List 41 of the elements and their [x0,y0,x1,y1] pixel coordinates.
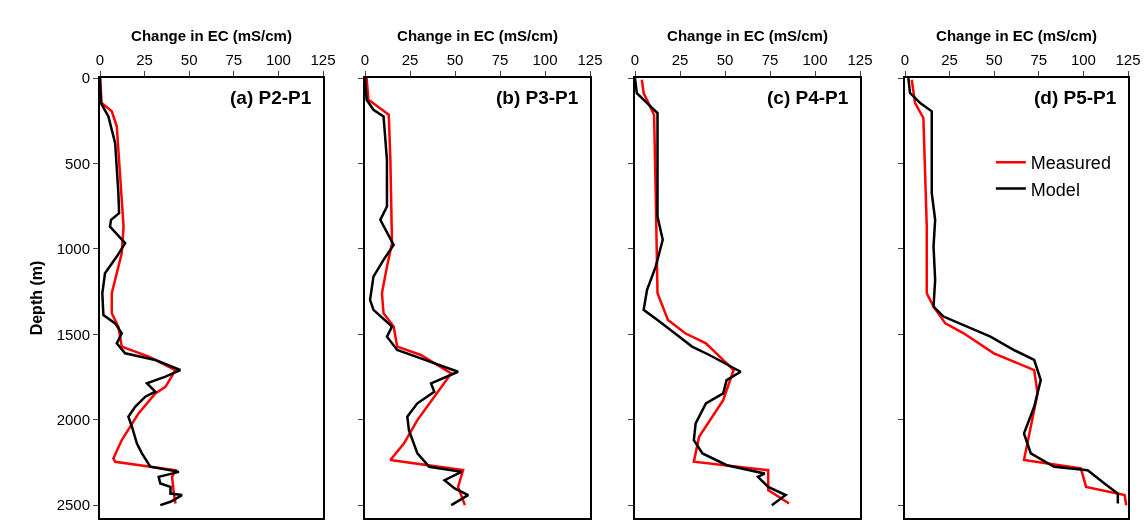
y-tick-label: 1000 [56,240,90,258]
x-tick-label: 75 [491,51,509,68]
x-tick-label: 0 [360,51,370,68]
annotation: (d) P5-P1 [1034,87,1117,108]
x-tick-label: 50 [180,51,198,68]
x-tick-label: 100 [532,51,558,68]
x-tick-label: 0 [95,51,105,68]
y-tick-label: 2500 [56,496,90,514]
x-axis-title: Change in EC (mS/cm) [397,26,558,44]
x-tick-label: 50 [716,51,734,68]
x-tick-label: 0 [900,51,910,68]
x-tick-label: 25 [136,51,153,68]
x-tick-label: 50 [985,51,1003,68]
x-tick-label: 50 [446,51,464,68]
x-tick-label: 125 [1115,51,1141,68]
x-tick-label: 0 [630,51,640,68]
x-tick-label: 125 [847,51,873,68]
y-axis-title: Depth (m) [28,260,46,336]
x-tick-label: 100 [265,51,291,68]
annotation: (c) P4-P1 [767,87,849,108]
x-tick-label: 75 [1030,51,1048,68]
legend-label: Model [1030,179,1080,200]
x-tick-label: 25 [401,51,419,68]
x-axis-title: Change in EC (mS/cm) [131,26,292,44]
x-axis-title: Change in EC (mS/cm) [936,26,1097,44]
x-tick-label: 100 [1070,51,1096,68]
y-tick-label: 0 [81,69,90,87]
x-tick-label: 100 [802,51,828,68]
annotation: (a) P2-P1 [230,87,312,108]
y-tick-label: 500 [64,154,90,172]
y-tick-label: 1500 [56,325,90,343]
x-tick-label: 25 [941,51,958,68]
x-tick-label: 75 [761,51,779,68]
x-tick-label: 125 [310,51,336,68]
legend-label: Measured [1030,153,1111,174]
x-tick-label: 25 [671,51,689,68]
x-axis-title: Change in EC (mS/cm) [667,26,828,44]
annotation: (b) P3-P1 [496,87,579,108]
x-tick-label: 75 [225,51,243,68]
x-tick-label: 125 [577,51,603,68]
y-tick-label: 2000 [56,411,90,428]
